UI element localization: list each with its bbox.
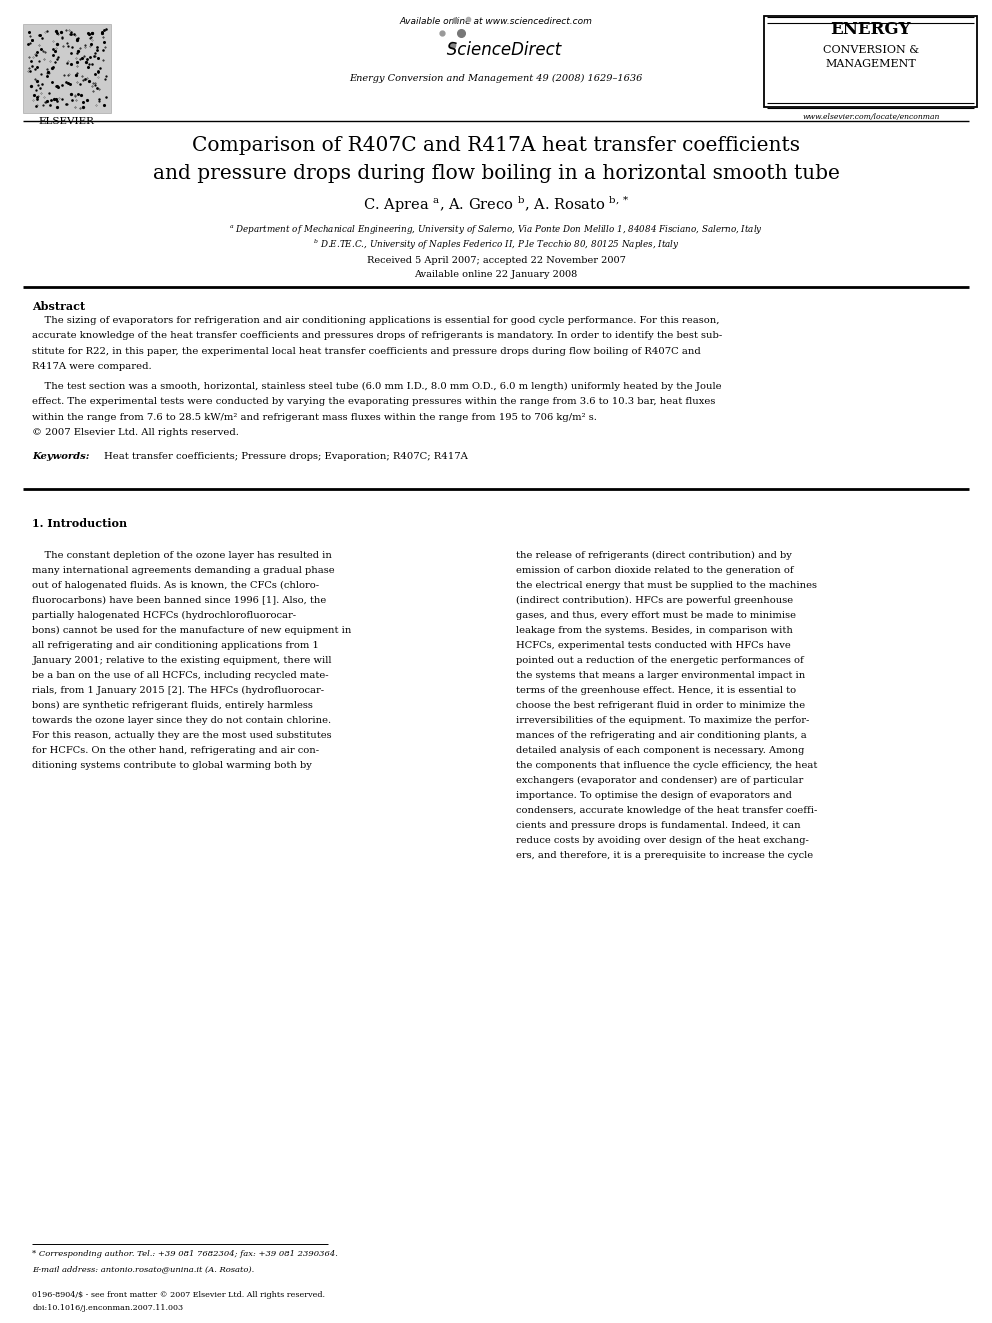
Text: ScienceDirect: ScienceDirect bbox=[431, 41, 561, 60]
Text: MANAGEMENT: MANAGEMENT bbox=[825, 60, 917, 69]
Text: ers, and therefore, it is a prerequisite to increase the cycle: ers, and therefore, it is a prerequisite… bbox=[516, 851, 812, 860]
Text: mances of the refrigerating and air conditioning plants, a: mances of the refrigerating and air cond… bbox=[516, 730, 806, 740]
Text: terms of the greenhouse effect. Hence, it is essential to: terms of the greenhouse effect. Hence, i… bbox=[516, 685, 796, 695]
Text: www.elsevier.com/locate/enconman: www.elsevier.com/locate/enconman bbox=[803, 114, 939, 122]
Text: $\mathregular{^a}$ Department of Mechanical Engineering, University of Salerno, : $\mathregular{^a}$ Department of Mechani… bbox=[229, 222, 763, 235]
Text: R417A were compared.: R417A were compared. bbox=[33, 361, 152, 370]
Text: ELSEVIER: ELSEVIER bbox=[39, 118, 95, 127]
FancyBboxPatch shape bbox=[764, 16, 977, 107]
Text: for HCFCs. On the other hand, refrigerating and air con-: for HCFCs. On the other hand, refrigerat… bbox=[33, 746, 319, 755]
Text: January 2001; relative to the existing equipment, there will: January 2001; relative to the existing e… bbox=[33, 656, 332, 665]
Text: emission of carbon dioxide related to the generation of: emission of carbon dioxide related to th… bbox=[516, 566, 794, 574]
Text: bons) cannot be used for the manufacture of new equipment in: bons) cannot be used for the manufacture… bbox=[33, 626, 352, 635]
Text: pointed out a reduction of the energetic performances of: pointed out a reduction of the energetic… bbox=[516, 656, 804, 665]
Text: 0196-8904/$ - see front matter © 2007 Elsevier Ltd. All rights reserved.: 0196-8904/$ - see front matter © 2007 El… bbox=[33, 1291, 325, 1299]
Text: reduce costs by avoiding over design of the heat exchang-: reduce costs by avoiding over design of … bbox=[516, 836, 808, 845]
Text: C. Aprea $\mathregular{^a}$, A. Greco $\mathregular{^b}$, A. Rosato $\mathregula: C. Aprea $\mathregular{^a}$, A. Greco $\… bbox=[363, 194, 629, 216]
Text: (indirect contribution). HFCs are powerful greenhouse: (indirect contribution). HFCs are powerf… bbox=[516, 595, 793, 605]
Text: HCFCs, experimental tests conducted with HFCs have: HCFCs, experimental tests conducted with… bbox=[516, 640, 791, 650]
Text: cients and pressure drops is fundamental. Indeed, it can: cients and pressure drops is fundamental… bbox=[516, 822, 801, 830]
Text: Received 5 April 2007; accepted 22 November 2007: Received 5 April 2007; accepted 22 Novem… bbox=[367, 255, 625, 265]
Text: stitute for R22, in this paper, the experimental local heat transfer coefficient: stitute for R22, in this paper, the expe… bbox=[33, 347, 701, 356]
Text: bons) are synthetic refrigerant fluids, entirely harmless: bons) are synthetic refrigerant fluids, … bbox=[33, 701, 313, 710]
Text: fluorocarbons) have been banned since 1996 [1]. Also, the: fluorocarbons) have been banned since 19… bbox=[33, 595, 326, 605]
Text: © 2007 Elsevier Ltd. All rights reserved.: © 2007 Elsevier Ltd. All rights reserved… bbox=[33, 427, 239, 437]
Text: rials, from 1 January 2015 [2]. The HFCs (hydrofluorocar-: rials, from 1 January 2015 [2]. The HFCs… bbox=[33, 685, 324, 695]
FancyBboxPatch shape bbox=[23, 24, 111, 114]
Text: be a ban on the use of all HCFCs, including recycled mate-: be a ban on the use of all HCFCs, includ… bbox=[33, 671, 329, 680]
Text: The constant depletion of the ozone layer has resulted in: The constant depletion of the ozone laye… bbox=[33, 550, 332, 560]
Text: ENERGY: ENERGY bbox=[830, 21, 911, 38]
Text: and pressure drops during flow boiling in a horizontal smooth tube: and pressure drops during flow boiling i… bbox=[153, 164, 839, 183]
Text: the components that influence the cycle efficiency, the heat: the components that influence the cycle … bbox=[516, 761, 817, 770]
Text: exchangers (evaporator and condenser) are of particular: exchangers (evaporator and condenser) ar… bbox=[516, 777, 803, 785]
Text: within the range from 7.6 to 28.5 kW/m² and refrigerant mass fluxes within the r: within the range from 7.6 to 28.5 kW/m² … bbox=[33, 413, 597, 422]
Text: Available online 22 January 2008: Available online 22 January 2008 bbox=[415, 270, 577, 279]
Text: ditioning systems contribute to global warming both by: ditioning systems contribute to global w… bbox=[33, 761, 312, 770]
Text: accurate knowledge of the heat transfer coefficients and pressures drops of refr: accurate knowledge of the heat transfer … bbox=[33, 332, 722, 340]
Text: Abstract: Abstract bbox=[33, 300, 85, 311]
Text: towards the ozone layer since they do not contain chlorine.: towards the ozone layer since they do no… bbox=[33, 716, 331, 725]
Text: For this reason, actually they are the most used substitutes: For this reason, actually they are the m… bbox=[33, 730, 332, 740]
Text: Available online at www.sciencedirect.com: Available online at www.sciencedirect.co… bbox=[400, 17, 592, 26]
Text: CONVERSION &: CONVERSION & bbox=[822, 45, 919, 56]
Text: condensers, accurate knowledge of the heat transfer coeffi-: condensers, accurate knowledge of the he… bbox=[516, 806, 817, 815]
Text: 1. Introduction: 1. Introduction bbox=[33, 517, 128, 529]
Text: choose the best refrigerant fluid in order to minimize the: choose the best refrigerant fluid in ord… bbox=[516, 701, 805, 710]
Text: Energy Conversion and Management 49 (2008) 1629–1636: Energy Conversion and Management 49 (200… bbox=[349, 74, 643, 83]
Text: Comparison of R407C and R417A heat transfer coefficients: Comparison of R407C and R417A heat trans… bbox=[192, 136, 800, 155]
Text: all refrigerating and air conditioning applications from 1: all refrigerating and air conditioning a… bbox=[33, 640, 319, 650]
Text: * Corresponding author. Tel.: +39 081 7682304; fax: +39 081 2390364.: * Corresponding author. Tel.: +39 081 76… bbox=[33, 1250, 338, 1258]
Text: $\mathregular{^b}$ D.E.TE.C., University of Naples Federico II, P.le Tecchio 80,: $\mathregular{^b}$ D.E.TE.C., University… bbox=[312, 237, 680, 251]
Text: The test section was a smooth, horizontal, stainless steel tube (6.0 mm I.D., 8.: The test section was a smooth, horizonta… bbox=[33, 382, 722, 392]
Text: effect. The experimental tests were conducted by varying the evaporating pressur: effect. The experimental tests were cond… bbox=[33, 397, 716, 406]
Text: importance. To optimise the design of evaporators and: importance. To optimise the design of ev… bbox=[516, 791, 792, 800]
Text: the release of refrigerants (direct contribution) and by: the release of refrigerants (direct cont… bbox=[516, 550, 792, 560]
Text: E-mail address: antonio.rosato@unina.it (A. Rosato).: E-mail address: antonio.rosato@unina.it … bbox=[33, 1265, 255, 1273]
Text: doi:10.1016/j.enconman.2007.11.003: doi:10.1016/j.enconman.2007.11.003 bbox=[33, 1304, 184, 1312]
Text: leakage from the systems. Besides, in comparison with: leakage from the systems. Besides, in co… bbox=[516, 626, 793, 635]
Text: detailed analysis of each component is necessary. Among: detailed analysis of each component is n… bbox=[516, 746, 805, 755]
Text: the electrical energy that must be supplied to the machines: the electrical energy that must be suppl… bbox=[516, 581, 816, 590]
Text: irreversibilities of the equipment. To maximize the perfor-: irreversibilities of the equipment. To m… bbox=[516, 716, 809, 725]
Text: the systems that means a larger environmental impact in: the systems that means a larger environm… bbox=[516, 671, 805, 680]
Text: Keywords:: Keywords: bbox=[33, 452, 90, 460]
Text: partially halogenated HCFCs (hydrochlorofluorocar-: partially halogenated HCFCs (hydrochloro… bbox=[33, 611, 297, 620]
Text: Heat transfer coefficients; Pressure drops; Evaporation; R407C; R417A: Heat transfer coefficients; Pressure dro… bbox=[104, 452, 468, 460]
Text: gases, and thus, every effort must be made to minimise: gases, and thus, every effort must be ma… bbox=[516, 611, 796, 619]
Text: The sizing of evaporators for refrigeration and air conditioning applications is: The sizing of evaporators for refrigerat… bbox=[33, 316, 720, 325]
Text: out of halogenated fluids. As is known, the CFCs (chloro-: out of halogenated fluids. As is known, … bbox=[33, 581, 319, 590]
Text: many international agreements demanding a gradual phase: many international agreements demanding … bbox=[33, 566, 335, 574]
